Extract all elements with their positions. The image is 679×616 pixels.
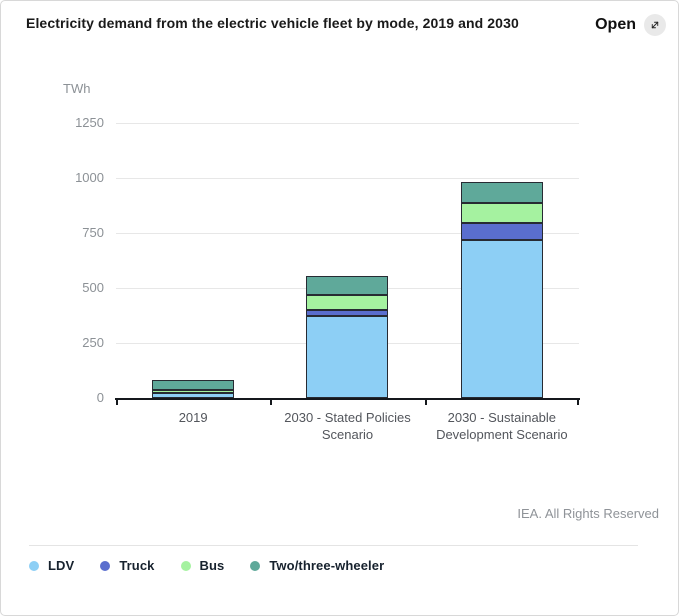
legend-label-truck: Truck bbox=[119, 558, 155, 573]
y-tick-label-1250: 1250 bbox=[75, 115, 104, 130]
legend-divider bbox=[29, 545, 638, 546]
x-axis-tick bbox=[424, 398, 427, 405]
y-tick-label-750: 750 bbox=[82, 225, 104, 240]
legend-dot-truck bbox=[100, 560, 111, 571]
legend-item-truck[interactable]: Truck bbox=[100, 558, 154, 573]
bar-segment-bus[interactable] bbox=[152, 389, 235, 393]
gridline-1250 bbox=[116, 122, 579, 124]
legend-item-ldv[interactable]: LDV bbox=[29, 558, 74, 573]
bar-group-3 bbox=[425, 111, 579, 398]
bar-segment-truck[interactable] bbox=[306, 310, 389, 316]
bar-segment-ldv[interactable] bbox=[152, 392, 235, 398]
bar-segment-two-three-wheeler[interactable] bbox=[460, 182, 543, 204]
bar-group-2 bbox=[270, 111, 424, 398]
legend-dot-bus bbox=[180, 560, 191, 571]
x-axis-tick bbox=[270, 398, 273, 405]
bar-segment-two-three-wheeler[interactable] bbox=[306, 275, 389, 295]
y-tick-label-0: 0 bbox=[96, 390, 104, 405]
legend-dot-ldv bbox=[29, 560, 39, 571]
x-axis-line bbox=[115, 398, 580, 400]
open-button[interactable]: Open bbox=[595, 14, 666, 36]
chart-header: Electricity demand from the electric veh… bbox=[26, 14, 666, 36]
legend-label-bus: Bus bbox=[199, 558, 225, 573]
bar-stack bbox=[460, 182, 543, 398]
legend-label-two-three-wheeler: Two/three-wheeler bbox=[269, 558, 385, 573]
bar-segment-truck[interactable] bbox=[460, 223, 543, 240]
y-tick-label-1000: 1000 bbox=[75, 170, 104, 185]
bar-segment-two-three-wheeler[interactable] bbox=[152, 379, 235, 390]
open-button-label: Open bbox=[595, 16, 636, 33]
bar-segment-bus[interactable] bbox=[460, 203, 543, 224]
bar-segment-bus[interactable] bbox=[306, 294, 389, 310]
attribution-text: IEA. All Rights Reserved bbox=[517, 506, 659, 521]
legend-dot-two-three-wheeler bbox=[250, 560, 261, 571]
y-tick-label-500: 500 bbox=[82, 280, 104, 295]
y-tick-label-250: 250 bbox=[82, 335, 104, 350]
expand-diagonal-arrow-icon[interactable] bbox=[644, 14, 666, 36]
legend-label-ldv: LDV bbox=[48, 558, 75, 573]
gridline-1000 bbox=[116, 177, 579, 179]
legend-item-two-three-wheeler[interactable]: Two/three-wheeler bbox=[250, 558, 384, 573]
x-axis-label-2: 2030 - Stated Policies Scenario bbox=[284, 410, 411, 442]
gridline-750 bbox=[116, 232, 579, 234]
y-axis-unit-label: TWh bbox=[63, 81, 91, 96]
bar-segment-ldv[interactable] bbox=[306, 315, 389, 398]
stacked-bar-chart-plot-area: 0 250 500 750 1000 1250 2019 2030 - Stated Poli… bbox=[75, 111, 580, 442]
bar-segment-ldv[interactable] bbox=[460, 239, 543, 398]
bar-stack bbox=[152, 379, 235, 398]
bar-group-1 bbox=[116, 111, 270, 398]
x-axis-tick bbox=[116, 398, 118, 405]
x-axis-label-3: 2030 - Sustainable Development Scenario bbox=[436, 410, 568, 442]
page-title: Electricity demand from the electric veh… bbox=[26, 15, 519, 31]
x-axis-tick bbox=[577, 398, 579, 405]
chart-legend: LDV Truck Bus Two/three-wheeler bbox=[29, 558, 384, 573]
legend-item-bus[interactable]: Bus bbox=[180, 558, 225, 573]
bar-stack bbox=[306, 275, 389, 398]
x-axis-label-1: 2019 bbox=[178, 410, 208, 425]
